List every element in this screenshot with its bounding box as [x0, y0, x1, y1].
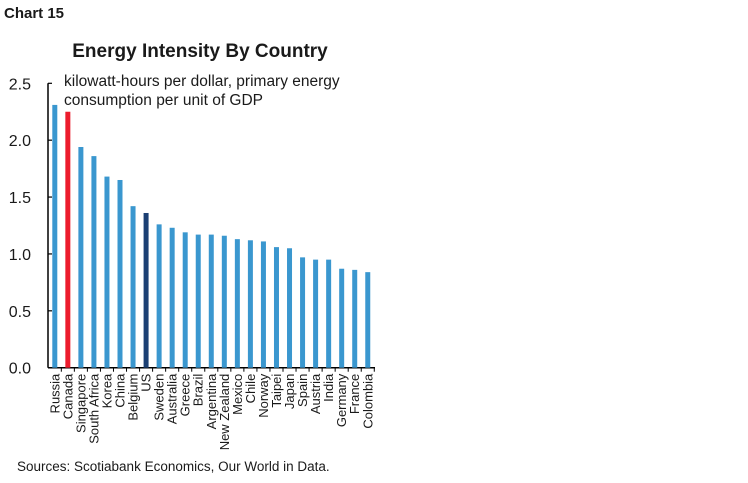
- x-tick-label: China: [113, 373, 128, 408]
- bar-austria: [313, 259, 319, 368]
- x-tick-label: Brazil: [191, 374, 206, 407]
- y-tick-label: 1.0: [9, 247, 31, 264]
- bar-us: [143, 212, 149, 368]
- x-tick-label: Taipei: [269, 374, 284, 408]
- bar-argentina: [208, 234, 214, 368]
- x-tick-label: Spain: [295, 374, 310, 407]
- bar-chile: [247, 240, 253, 368]
- x-tick-label: Norway: [256, 373, 271, 418]
- x-tick-label: Mexico: [230, 374, 245, 415]
- chart-number: Chart 15: [4, 5, 65, 22]
- x-tick-label: France: [347, 374, 362, 414]
- bar-taipei: [273, 247, 279, 368]
- x-tick-label: Austria: [308, 373, 323, 414]
- x-tick-label: Argentina: [204, 373, 219, 429]
- bar-new-zealand: [221, 235, 227, 368]
- bar-japan: [287, 248, 293, 368]
- y-tick-label: 2.5: [9, 76, 31, 93]
- bar-singapore: [78, 147, 84, 368]
- x-tick-label: Sweden: [152, 374, 167, 421]
- x-tick-label: US: [139, 373, 154, 391]
- x-tick-label: Singapore: [73, 374, 88, 433]
- x-tick-label: Greece: [178, 374, 193, 417]
- bar-india: [326, 259, 332, 368]
- bar-colombia: [365, 272, 371, 368]
- bar-south-africa: [91, 156, 97, 368]
- bar-norway: [260, 241, 266, 368]
- x-tick-label: Russia: [47, 373, 62, 414]
- x-tick-label: India: [321, 373, 336, 402]
- bar-china: [117, 179, 123, 368]
- x-tick-label: Colombia: [360, 373, 375, 429]
- bar-brazil: [195, 234, 201, 368]
- bar-sweden: [156, 224, 162, 368]
- bar-belgium: [130, 206, 136, 368]
- x-tick-label: Canada: [60, 373, 75, 419]
- bar-australia: [169, 227, 175, 368]
- bar-korea: [104, 176, 110, 368]
- y-tick-label: 0.0: [9, 361, 31, 378]
- y-tick-label: 1.5: [9, 190, 31, 207]
- bar-spain: [300, 257, 306, 368]
- bar-france: [352, 269, 358, 368]
- x-tick-label: South Africa: [86, 373, 101, 444]
- x-tick-label: New Zealand: [217, 374, 232, 451]
- bar-greece: [182, 232, 188, 368]
- x-tick-label: Australia: [165, 373, 180, 424]
- y-tick-label: 0.5: [9, 304, 31, 321]
- chart-title: Energy Intensity By Country: [72, 41, 328, 62]
- bar-mexico: [234, 239, 240, 368]
- x-tick-label: Germany: [334, 373, 349, 427]
- bar-canada: [65, 111, 71, 368]
- bar-germany: [339, 268, 345, 368]
- x-tick-label: Chile: [243, 374, 258, 404]
- bar-russia: [52, 104, 58, 368]
- source-note: Sources: Scotiabank Economics, Our World…: [17, 459, 330, 474]
- y-axis-label: kilowatt-hours per dollar, primary energ…: [64, 73, 340, 109]
- y-tick-label: 2.0: [9, 133, 31, 150]
- x-tick-label: Japan: [282, 374, 297, 409]
- x-tick-label: Belgium: [126, 374, 141, 421]
- x-tick-label: Korea: [99, 373, 114, 408]
